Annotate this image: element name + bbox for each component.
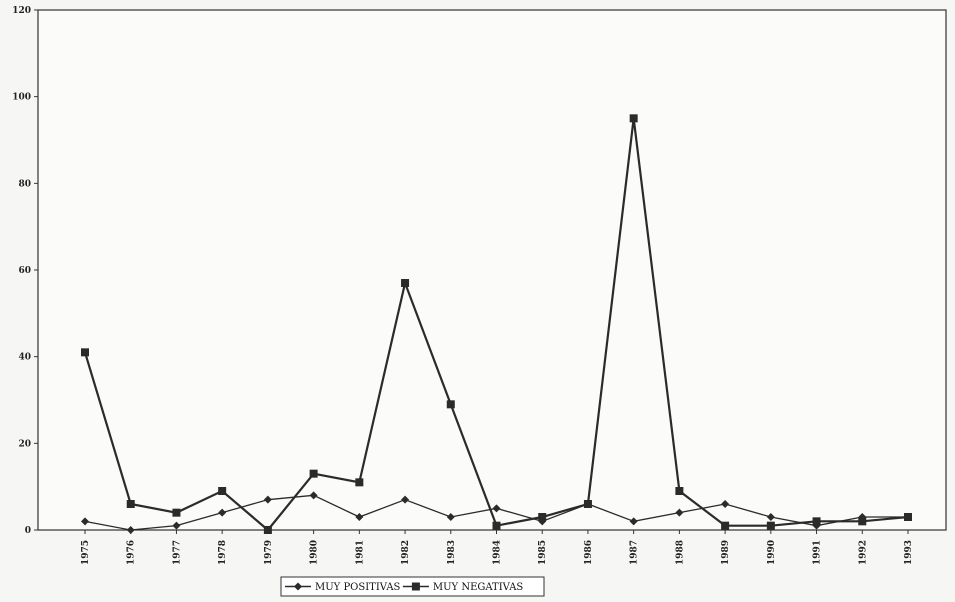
plot-area	[37, 9, 947, 531]
data-point-square	[721, 521, 730, 530]
data-point-diamond	[446, 513, 455, 521]
x-tick-label: 1990	[767, 540, 777, 565]
data-point-square	[492, 521, 501, 530]
x-tick-label: 1978	[218, 540, 228, 565]
data-point-square	[218, 487, 227, 495]
series-muy-negativas	[81, 114, 912, 534]
data-point-diamond	[126, 526, 135, 534]
data-point-square	[538, 513, 547, 521]
y-tick-label: 60	[18, 266, 31, 276]
data-point-diamond	[263, 495, 272, 504]
data-point-square	[446, 400, 455, 409]
legend-item: MUY NEGATIVAS	[402, 582, 524, 593]
x-tick-label: 1985	[538, 540, 548, 565]
y-axis: 0 20 40 60 80 100 120	[12, 6, 38, 536]
data-point-diamond	[721, 500, 730, 508]
series-layer	[81, 114, 912, 534]
data-point-square	[812, 517, 821, 526]
y-tick-label: 80	[18, 179, 31, 189]
data-point-square	[401, 279, 410, 287]
x-tick-label: 1979	[264, 540, 274, 565]
x-tick-label: 1975	[81, 540, 91, 565]
data-point-square	[126, 500, 135, 508]
data-point-diamond	[492, 504, 501, 513]
x-tick-label: 1987	[630, 540, 640, 565]
data-point-square	[858, 517, 867, 526]
x-tick-label: 1988	[675, 540, 685, 565]
data-point-square	[309, 469, 318, 478]
data-point-square	[583, 500, 592, 508]
legend-label: MUY POSITIVAS	[315, 582, 401, 593]
data-point-square	[411, 582, 420, 591]
x-tick-label: 1993	[904, 540, 914, 565]
x-tick-label: 1982	[401, 540, 411, 565]
y-tick-label: 20	[18, 439, 31, 449]
y-tick-label: 100	[12, 93, 31, 103]
data-point-square	[263, 526, 272, 534]
data-point-square	[629, 114, 638, 123]
x-tick-label: 1977	[172, 540, 182, 565]
data-point-diamond	[309, 491, 318, 500]
legend-label: MUY NEGATIVAS	[433, 582, 524, 593]
x-tick-label: 1984	[493, 540, 503, 565]
data-point-diamond	[81, 517, 89, 526]
data-point-diamond	[401, 495, 410, 504]
legend-item: MUY POSITIVAS	[285, 582, 401, 593]
x-tick-label: 1992	[858, 540, 868, 565]
x-tick-label: 1980	[310, 540, 320, 565]
x-tick-label: 1991	[813, 540, 823, 565]
y-tick-label: 40	[18, 353, 31, 363]
x-tick-label: 1986	[584, 540, 594, 565]
data-point-diamond	[629, 517, 638, 526]
y-tick-label: 120	[12, 6, 31, 16]
data-point-square	[766, 521, 775, 530]
data-point-square	[675, 487, 684, 495]
data-point-square	[172, 508, 181, 517]
x-tick-label: 1983	[447, 540, 457, 565]
data-point-square	[904, 513, 912, 521]
legend-items: MUY POSITIVAS MUY NEGATIVAS	[285, 582, 523, 593]
data-point-diamond	[172, 521, 181, 530]
legend: MUY POSITIVAS MUY NEGATIVAS	[280, 576, 545, 597]
data-point-diamond	[355, 513, 364, 521]
x-tick-label: 1989	[721, 540, 731, 565]
data-point-diamond	[675, 508, 684, 517]
data-point-square	[81, 348, 89, 357]
x-tick-label: 1976	[127, 540, 137, 565]
y-tick-label: 0	[25, 526, 31, 536]
x-axis: 1975 1976 1977 1978 1979 1980 1981 1982 1983 1984…	[81, 530, 914, 565]
data-point-diamond	[218, 508, 227, 517]
x-tick-label: 1981	[355, 540, 365, 565]
data-point-diamond	[294, 582, 302, 591]
data-point-diamond	[766, 513, 775, 521]
data-point-square	[355, 478, 364, 487]
